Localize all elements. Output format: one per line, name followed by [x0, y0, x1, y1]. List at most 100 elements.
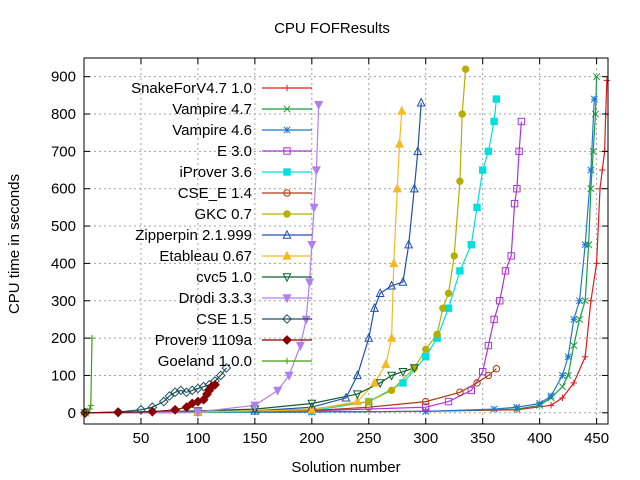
- legend-label: Vampire 4.6: [172, 122, 252, 139]
- data-point: [389, 258, 399, 268]
- data-point: [181, 387, 192, 398]
- y-axis-label: CPU time in seconds: [6, 174, 23, 314]
- data-point: [558, 383, 566, 391]
- data-point: [311, 166, 321, 176]
- data-point: [456, 177, 464, 185]
- data-point: [467, 386, 476, 395]
- legend-marker: [283, 147, 291, 155]
- data-point: [409, 364, 419, 374]
- data-point: [198, 381, 209, 392]
- data-point: [307, 399, 317, 409]
- data-point: [587, 166, 595, 174]
- data-point: [581, 297, 589, 305]
- data-point: [136, 404, 146, 415]
- x-tick-label: 150: [242, 430, 267, 447]
- data-point: [364, 332, 374, 342]
- data-point: [589, 147, 597, 155]
- data-point: [422, 345, 430, 354]
- legend-marker: [282, 294, 292, 304]
- data-point: [215, 370, 226, 381]
- data-point: [547, 402, 555, 409]
- data-point: [473, 203, 481, 212]
- legend-label: Etableau 0.67: [159, 248, 252, 265]
- data-point: [314, 100, 324, 111]
- legend-label: CSE 1.5: [196, 311, 252, 328]
- data-point: [510, 199, 519, 208]
- x-tick-label: 400: [527, 430, 552, 447]
- data-point: [369, 377, 379, 387]
- data-point: [284, 371, 294, 381]
- x-tick-label: 250: [356, 430, 381, 447]
- data-point: [387, 280, 397, 290]
- data-point: [603, 77, 611, 84]
- data-point: [517, 117, 526, 126]
- data-point: [444, 289, 453, 297]
- x-tick-label: 200: [299, 430, 324, 447]
- data-point: [397, 105, 407, 115]
- chart-title: CPU FOFResults: [274, 20, 390, 37]
- legend-marker: [282, 229, 292, 239]
- data-point: [558, 371, 566, 380]
- data-point: [170, 404, 181, 415]
- legend-label: Zipperpin 2.1.999: [135, 227, 252, 244]
- data-point: [392, 183, 402, 193]
- data-point: [585, 241, 593, 249]
- series-line: [85, 104, 320, 414]
- plot-frame: [83, 57, 609, 425]
- data-point: [416, 97, 426, 107]
- legend-label: Goeland 1.0.0: [158, 353, 252, 370]
- data-point: [467, 241, 476, 249]
- data-point: [307, 404, 317, 414]
- data-point: [422, 397, 430, 406]
- data-point: [490, 315, 498, 324]
- y-tick-label: 500: [51, 218, 76, 235]
- data-point: [164, 391, 175, 401]
- legend-marker: [282, 250, 292, 260]
- data-point: [86, 405, 93, 413]
- y-tick-label: 300: [51, 293, 76, 310]
- legend-marker: [283, 357, 291, 365]
- data-point: [181, 402, 192, 413]
- data-point: [158, 396, 169, 407]
- data-point: [513, 403, 521, 411]
- data-point: [395, 138, 405, 148]
- y-tick-label: 400: [51, 255, 76, 272]
- data-point: [250, 401, 260, 411]
- x-tick-label: 100: [185, 430, 210, 447]
- data-point: [422, 407, 430, 415]
- data-point: [305, 278, 315, 288]
- data-point: [484, 371, 493, 380]
- data-point: [450, 252, 458, 260]
- y-tick-label: 0: [68, 405, 76, 422]
- data-point: [398, 368, 408, 378]
- data-point: [484, 341, 493, 350]
- data-point: [461, 65, 470, 73]
- x-tick-label: 300: [413, 430, 438, 447]
- x-axis-label: Solution number: [291, 459, 400, 476]
- legend-label: Prover9 1109a: [155, 332, 253, 349]
- x-tick-label: 450: [584, 430, 609, 447]
- data-point: [570, 315, 578, 323]
- data-point: [478, 368, 487, 376]
- data-point: [147, 406, 158, 417]
- data-point: [547, 392, 555, 400]
- data-point: [413, 146, 423, 156]
- legend-marker: [283, 126, 291, 134]
- data-point: [536, 399, 544, 408]
- data-point: [591, 110, 600, 118]
- data-point: [221, 363, 232, 373]
- legend-marker: [282, 314, 292, 324]
- data-point: [599, 166, 606, 174]
- data-point: [387, 371, 397, 381]
- data-point: [352, 390, 362, 400]
- data-point: [422, 353, 430, 361]
- data-point: [587, 297, 595, 304]
- series-line: [85, 102, 422, 414]
- data-point: [398, 276, 408, 286]
- data-point: [369, 302, 379, 312]
- x-tick-label: 50: [133, 430, 150, 447]
- data-point: [409, 183, 419, 193]
- data-point: [490, 405, 498, 413]
- data-point: [496, 297, 504, 305]
- data-point: [587, 185, 595, 193]
